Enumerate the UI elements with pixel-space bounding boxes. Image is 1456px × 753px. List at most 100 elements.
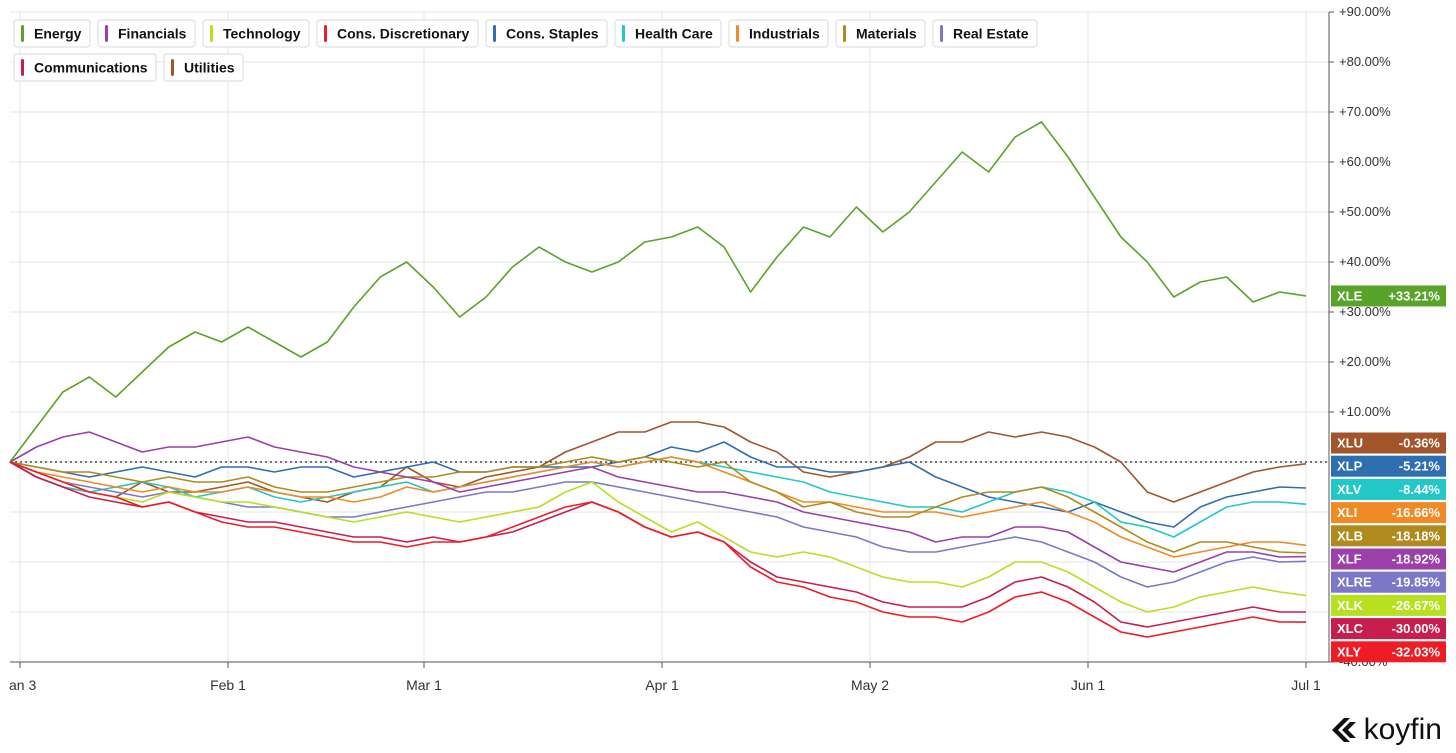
legend-color-marker	[21, 59, 24, 76]
y-tick-label: +80.00%	[1339, 54, 1391, 69]
legend-item-xly[interactable]: Cons. Discretionary	[316, 19, 479, 48]
badge-xlv: XLV -8.44%	[1331, 478, 1446, 500]
badge-value: -0.36%	[1399, 436, 1441, 451]
badge-ticker: XLB	[1337, 528, 1363, 543]
legend-label: Real Estate	[953, 26, 1029, 42]
badge-xlf: XLF -18.92%	[1331, 548, 1446, 570]
badge-xlp: XLP -5.21%	[1331, 455, 1446, 477]
series-line-xlc	[9, 461, 1306, 628]
legend-label: Cons. Discretionary	[337, 26, 469, 42]
legend-color-marker	[105, 25, 108, 42]
badge-ticker: XLI	[1337, 505, 1357, 520]
legend-item-xlu[interactable]: Utilities	[163, 53, 244, 82]
legend-label: Communications	[34, 60, 148, 76]
badge-ticker: XLK	[1337, 598, 1364, 613]
badge-background	[1331, 432, 1446, 454]
series-line-xle	[9, 121, 1307, 463]
legend-chip	[614, 19, 722, 48]
x-tick-label: Apr 1	[645, 677, 679, 693]
legend-item-xlf[interactable]: Financials	[97, 19, 196, 48]
badge-value: -19.85%	[1392, 575, 1441, 590]
badge-value: -26.67%	[1392, 598, 1441, 613]
legend-color-marker	[324, 25, 327, 42]
legend-label: Cons. Staples	[506, 26, 599, 42]
legend-label: Industrials	[749, 26, 820, 42]
chart-legend[interactable]: Energy Financials Technology Cons. Discreti…	[13, 19, 1038, 82]
badge-ticker: XLF	[1337, 552, 1362, 567]
legend-chip	[97, 19, 196, 48]
badge-xlb: XLB -18.18%	[1331, 525, 1446, 547]
badge-value: -16.66%	[1392, 505, 1441, 520]
badge-ticker: XLE	[1337, 288, 1363, 303]
x-tick-label: Jul 1	[1291, 677, 1321, 693]
koyfin-brand: koyfin	[1328, 713, 1442, 747]
series-line-xlp	[9, 441, 1307, 528]
legend-label: Financials	[118, 26, 187, 42]
brand-name: koyfin	[1363, 713, 1442, 746]
legend-chip	[163, 53, 244, 82]
badge-background	[1331, 594, 1446, 616]
series-line-xlb	[9, 456, 1307, 554]
legend-item-xlb[interactable]: Materials	[835, 19, 926, 48]
series-line-xlre	[9, 461, 1307, 588]
series-line-xly	[9, 461, 1307, 638]
legend-chip	[485, 19, 608, 48]
badge-xle: XLE +33.21%	[1331, 285, 1446, 307]
legend-color-marker	[21, 25, 24, 42]
badge-xlu: XLU -0.36%	[1331, 432, 1446, 454]
x-tick-label: May 2	[851, 677, 889, 693]
badge-xlk: XLK -26.67%	[1331, 594, 1446, 616]
badge-value: -18.92%	[1392, 552, 1441, 567]
badge-value: -30.00%	[1392, 621, 1441, 636]
legend-item-xli[interactable]: Industrials	[728, 19, 829, 48]
chart-axes: +90.00% +80.00% +70.00% +60.00% +50.00% +40.0…	[9, 4, 1391, 693]
legend-color-marker	[171, 59, 174, 76]
legend-label: Utilities	[184, 60, 235, 76]
y-tick-label: +70.00%	[1339, 104, 1391, 119]
badge-ticker: XLV	[1337, 482, 1362, 497]
badge-ticker: XLP	[1337, 459, 1363, 474]
series-line-xlk	[9, 461, 1307, 613]
badge-value: -5.21%	[1399, 459, 1441, 474]
legend-item-xlre[interactable]: Real Estate	[932, 19, 1038, 48]
legend-chip	[13, 19, 91, 48]
badge-xli: XLI -16.66%	[1331, 502, 1446, 524]
legend-item-xlv[interactable]: Health Care	[614, 19, 722, 48]
legend-chip	[316, 19, 479, 48]
y-tick-label: +30.00%	[1339, 304, 1391, 319]
legend-color-marker	[736, 25, 739, 42]
series-line-xlf	[9, 431, 1307, 573]
badge-value: +33.21%	[1388, 288, 1440, 303]
badge-ticker: XLY	[1337, 644, 1361, 659]
legend-item-xle[interactable]: Energy	[13, 19, 91, 48]
legend-color-marker	[493, 25, 496, 42]
badge-ticker: XLU	[1337, 436, 1363, 451]
badge-background	[1331, 525, 1446, 547]
badge-ticker: XLRE	[1337, 575, 1372, 590]
series-line-xli	[9, 456, 1307, 558]
legend-item-xlp[interactable]: Cons. Staples	[485, 19, 608, 48]
badge-xlre: XLRE -19.85%	[1331, 571, 1446, 593]
badge-xly: XLY -32.03%	[1331, 641, 1446, 663]
y-tick-label: +60.00%	[1339, 154, 1391, 169]
legend-color-marker	[843, 25, 846, 42]
badge-value: -8.44%	[1399, 482, 1441, 497]
badge-ticker: XLC	[1337, 621, 1364, 636]
x-tick-label: Mar 1	[406, 677, 442, 693]
y-tick-label: +10.00%	[1339, 404, 1391, 419]
legend-color-marker	[940, 25, 943, 42]
legend-chip	[728, 19, 829, 48]
badge-background	[1331, 571, 1446, 593]
legend-label: Technology	[223, 26, 301, 42]
legend-label: Materials	[856, 26, 917, 42]
legend-label: Energy	[34, 26, 82, 42]
y-tick-label: +50.00%	[1339, 204, 1391, 219]
legend-item-xlc[interactable]: Communications	[13, 53, 157, 82]
chart-series-lines	[9, 121, 1307, 638]
legend-item-xlk[interactable]: Technology	[202, 19, 310, 48]
legend-chip	[202, 19, 310, 48]
legend-chip	[13, 53, 157, 82]
badge-background	[1331, 285, 1446, 307]
badge-background	[1331, 548, 1446, 570]
legend-chip	[835, 19, 926, 48]
